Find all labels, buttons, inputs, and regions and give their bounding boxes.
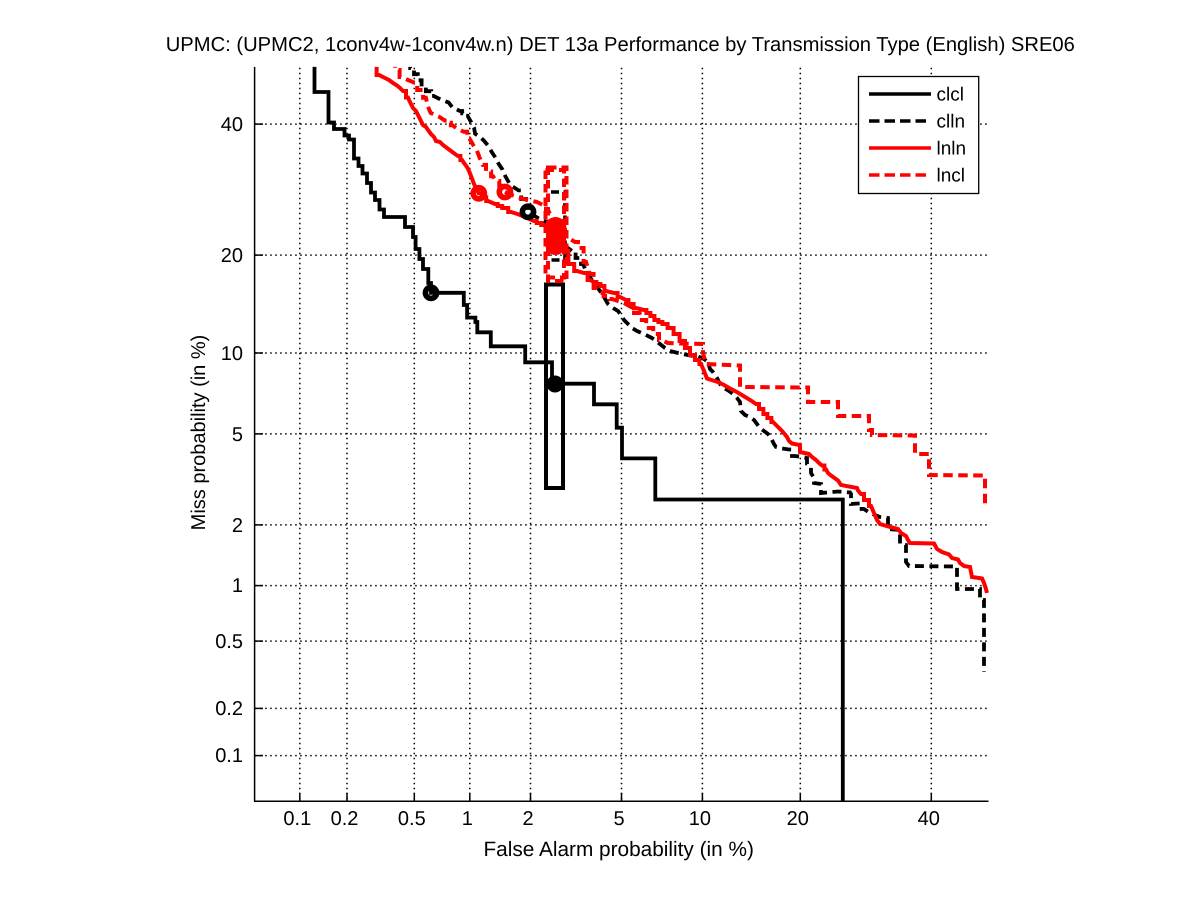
svg-text:False Alarm probability (in %): False Alarm probability (in %) [483, 838, 753, 861]
svg-text:Miss probability (in %): Miss probability (in %) [188, 335, 210, 531]
svg-text:10: 10 [689, 808, 711, 830]
svg-text:clln: clln [937, 112, 966, 133]
svg-text:0.1: 0.1 [215, 745, 243, 767]
svg-text:2: 2 [232, 515, 243, 537]
svg-text:UPMC: (UPMC2, 1conv4w-1conv4w.: UPMC: (UPMC2, 1conv4w-1conv4w.n) DET 13a… [166, 34, 1075, 56]
svg-text:0.2: 0.2 [331, 808, 359, 830]
svg-text:lncl: lncl [937, 166, 966, 187]
svg-text:0.2: 0.2 [215, 698, 243, 720]
svg-text:20: 20 [221, 245, 243, 267]
svg-text:lnln: lnln [937, 139, 967, 160]
svg-text:0.5: 0.5 [215, 631, 243, 653]
svg-text:clcl: clcl [937, 85, 964, 106]
svg-text:10: 10 [221, 343, 243, 365]
svg-text:40: 40 [221, 114, 243, 136]
svg-text:5: 5 [613, 808, 624, 830]
svg-text:40: 40 [918, 808, 940, 830]
svg-text:1: 1 [462, 808, 473, 830]
svg-text:0.1: 0.1 [283, 808, 311, 830]
svg-text:2: 2 [522, 808, 533, 830]
svg-text:1: 1 [232, 575, 243, 597]
svg-text:5: 5 [232, 424, 243, 446]
svg-text:0.5: 0.5 [398, 808, 426, 830]
svg-text:20: 20 [787, 808, 809, 830]
